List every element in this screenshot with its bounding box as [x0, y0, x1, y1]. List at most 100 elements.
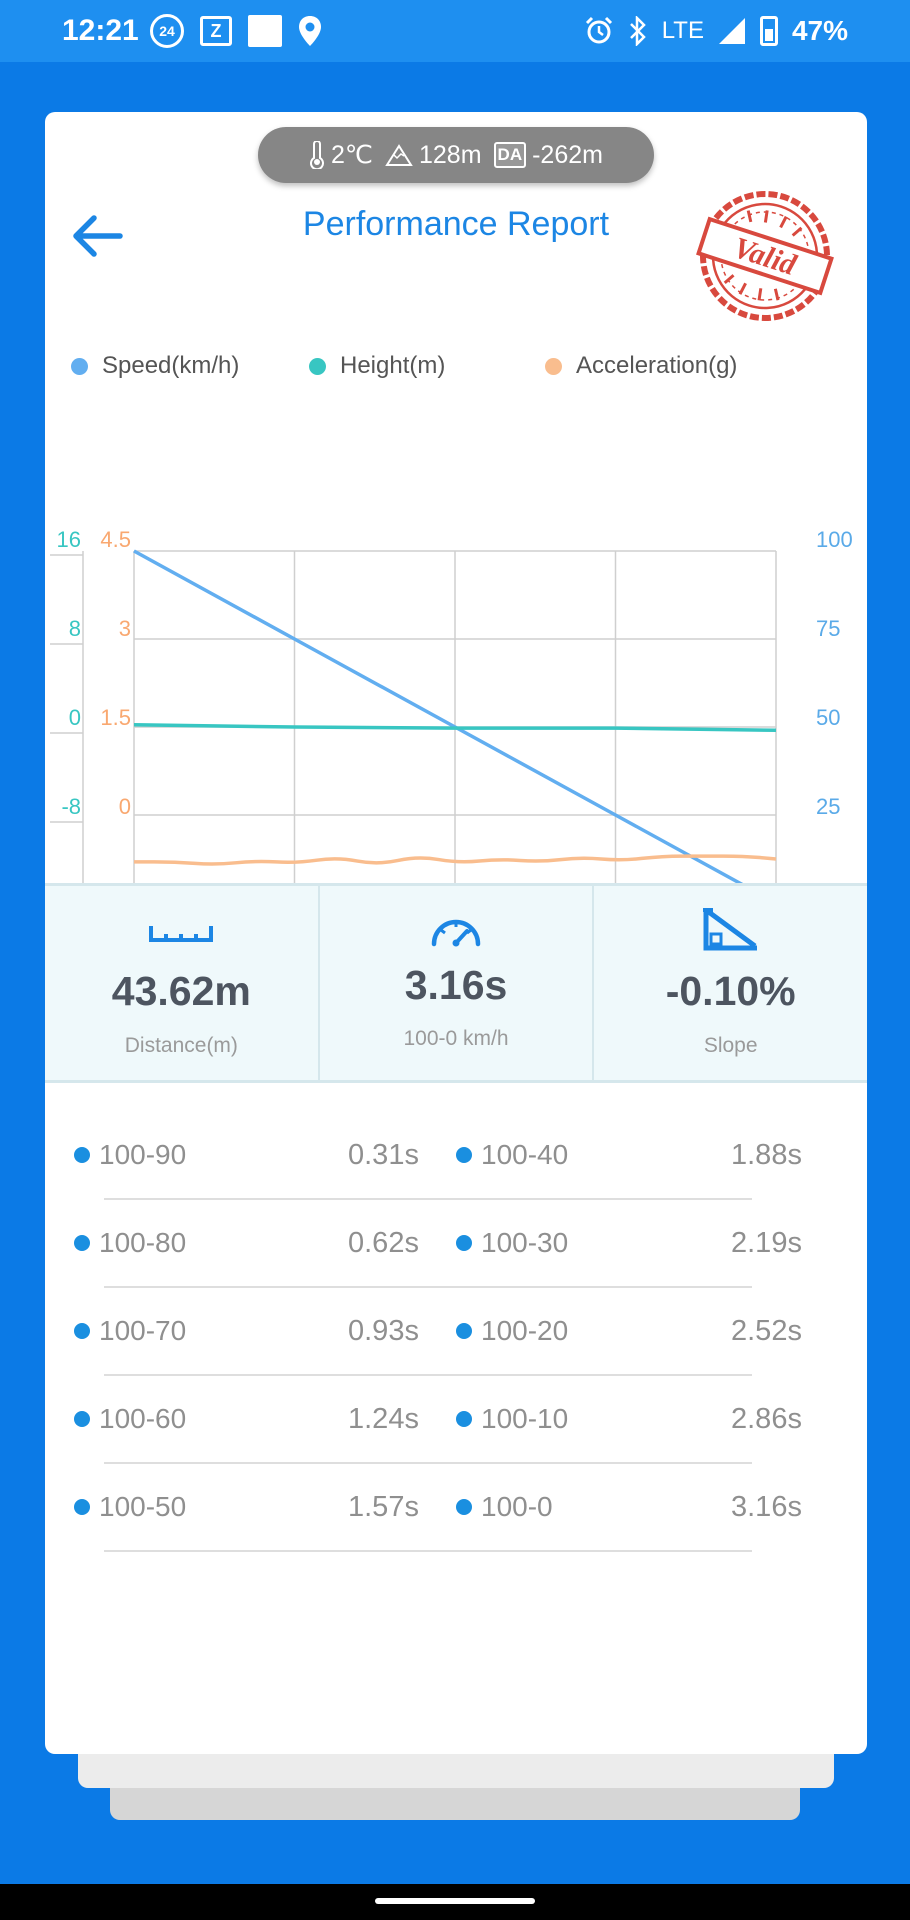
split-label-right: 100-10 [456, 1376, 568, 1462]
split-range: 100-40 [481, 1139, 569, 1170]
split-time-right: 2.52s [731, 1314, 802, 1347]
location-pin-icon [299, 16, 321, 46]
badge-24-icon: 24 [150, 14, 184, 48]
table-row: 100-80 0.62s 100-30 2.19s [45, 1200, 867, 1288]
split-label-left: 100-50 [74, 1464, 186, 1550]
system-icons: LTE 47% [584, 13, 848, 49]
accel-tick-label: 0 [119, 794, 131, 819]
speed-tick-label: 75 [816, 616, 840, 641]
split-time-left: 0.93s [348, 1314, 419, 1347]
mountain-icon [385, 144, 413, 166]
bullet-dot-icon [74, 1499, 90, 1515]
slope-label: Slope [703, 1034, 758, 1057]
white-square-icon [248, 15, 282, 47]
split-time-right: 3.16s [731, 1490, 802, 1523]
split-label-left: 100-90 [74, 1112, 186, 1198]
environment-pill: 2℃ 128m DA -262m [258, 127, 654, 183]
temperature-value: 2℃ [331, 141, 373, 169]
battery-percent: 47% [791, 15, 848, 46]
split-label-right: 100-0 [456, 1464, 553, 1550]
density-altitude-value: -262m [532, 140, 603, 169]
split-range: 100-20 [481, 1315, 569, 1346]
legend-item-acceleration: Acceleration(g) [545, 352, 737, 380]
legend-item-height: Height(m) [309, 352, 545, 380]
acceleration-series-line [134, 854, 777, 866]
braking-time-label: 100-0 km/h [403, 1027, 509, 1050]
page-title: Performance Report [302, 205, 610, 243]
network-type: LTE [661, 17, 704, 44]
zoom-z-icon: Z [200, 16, 232, 46]
bullet-dot-icon [456, 1235, 472, 1251]
legend-label: Speed(km/h) [102, 352, 240, 379]
split-time-left: 0.31s [348, 1138, 419, 1171]
ruler-icon [149, 926, 214, 942]
signal-icon [718, 18, 745, 44]
stat-braking-time: 3.16s 100-0 km/h [317, 886, 593, 1080]
split-range: 100-80 [99, 1227, 187, 1258]
accel-tick-label: 3 [119, 616, 131, 641]
accel-tick-label: 4.5 [100, 527, 131, 552]
home-handle[interactable] [375, 1898, 535, 1904]
legend-dot [71, 357, 88, 375]
table-row: 100-60 1.24s 100-10 2.86s [45, 1376, 867, 1464]
split-time-right: 1.88s [731, 1138, 802, 1171]
bluetooth-icon [629, 16, 646, 46]
split-time-left: 1.24s [348, 1402, 419, 1435]
altitude-value: 128m [419, 140, 482, 169]
slope-icon [702, 907, 757, 951]
bullet-dot-icon [456, 1147, 472, 1163]
density-altitude-icon: DA [493, 142, 527, 168]
back-button[interactable] [59, 198, 135, 274]
speed-tick-label: 50 [816, 705, 840, 730]
split-time-right: 2.19s [731, 1226, 802, 1259]
bullet-dot-icon [456, 1323, 472, 1339]
navigation-bar [0, 1884, 910, 1920]
bullet-dot-icon [456, 1499, 472, 1515]
split-range: 100-70 [99, 1315, 187, 1346]
braking-time-value: 3.16s [404, 962, 508, 1008]
split-time-right: 2.86s [731, 1402, 802, 1435]
density-altitude-info: DA -262m [493, 140, 603, 170]
bullet-dot-icon [74, 1235, 90, 1251]
height-tick-label: 16 [57, 527, 81, 552]
split-range: 100-50 [99, 1491, 187, 1522]
split-label-left: 100-70 [74, 1288, 186, 1374]
table-row: 100-90 0.31s 100-40 1.88s [45, 1112, 867, 1200]
report-card: 2℃ 128m DA -262m Performance Report Vali… [45, 112, 867, 1754]
height-tick-label: 8 [69, 616, 81, 641]
legend-item-speed: Speed(km/h) [71, 352, 309, 380]
bullet-dot-icon [74, 1411, 90, 1427]
legend-dot [309, 357, 326, 375]
notification-icons: 24 Z [150, 14, 322, 48]
accel-tick-label: 1.5 [100, 705, 131, 730]
split-range: 100-0 [481, 1491, 553, 1522]
bullet-dot-icon [74, 1147, 90, 1163]
thermometer-icon [310, 141, 324, 169]
speed-tick-label: 100 [816, 527, 853, 552]
height-series-line [133, 723, 777, 733]
stats-panel: 43.62m Distance(m) 3.16s 100-0 km/h [45, 883, 867, 1083]
distance-label: Distance(m) [124, 1034, 238, 1057]
status-bar: 12:21 24 Z LTE 47% [0, 0, 910, 62]
split-range: 100-30 [481, 1227, 569, 1258]
legend-label: Acceleration(g) [576, 352, 738, 379]
split-label-left: 100-60 [74, 1376, 186, 1462]
split-label-left: 100-80 [74, 1200, 186, 1286]
arrow-left-icon [73, 215, 123, 257]
altitude-info: 128m [385, 141, 482, 170]
legend-dot [545, 357, 562, 375]
table-row: 100-70 0.93s 100-20 2.52s [45, 1288, 867, 1376]
table-row: 100-50 1.57s 100-0 3.16s [45, 1464, 867, 1552]
stat-distance: 43.62m Distance(m) [45, 886, 318, 1080]
valid-stamp-icon: Valid [696, 191, 834, 321]
split-range: 100-10 [481, 1403, 569, 1434]
stat-slope: -0.10% Slope [592, 886, 867, 1080]
speed-tick-label: 25 [816, 794, 840, 819]
height-tick-label: -8 [61, 794, 81, 819]
bullet-dot-icon [74, 1323, 90, 1339]
split-time-left: 1.57s [348, 1490, 419, 1523]
chart-legend: Speed(km/h) Height(m) Acceleration(g) [71, 352, 737, 380]
split-range: 100-60 [99, 1403, 187, 1434]
height-tick-label: 0 [69, 705, 81, 730]
